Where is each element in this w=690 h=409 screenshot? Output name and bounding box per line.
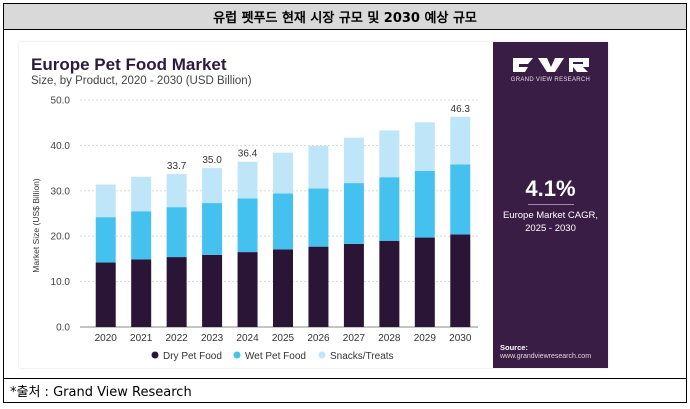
- source-url[interactable]: www.grandviewresearch.com: [500, 353, 592, 360]
- cagr-value: 4.1%: [525, 176, 576, 201]
- x-tick-label: 2021: [130, 333, 153, 344]
- legend-label: Dry Pet Food: [163, 351, 222, 362]
- data-label: 35.0: [202, 155, 222, 166]
- bar-segment-snacks: [308, 145, 329, 189]
- bar-segment-wet: [450, 164, 471, 235]
- bar-segment-wet: [343, 183, 364, 244]
- bar-segment-dry: [273, 249, 293, 327]
- bar-segment-snacks: [237, 161, 258, 199]
- bar-segment-snacks: [166, 174, 187, 208]
- x-tick-label: 2020: [95, 333, 118, 344]
- side-panel: [493, 42, 608, 368]
- source-note: *출처 : Grand View Research: [4, 378, 686, 402]
- bar-segment-dry: [95, 262, 116, 327]
- data-label: 33.7: [167, 161, 187, 172]
- x-tick-label: 2027: [343, 333, 366, 344]
- cagr-label: Europe Market CAGR, 2025 - 2030: [493, 209, 608, 235]
- bar-layer: [95, 116, 471, 327]
- x-tick-label: 2024: [236, 333, 259, 344]
- y-tick-label: 40.0: [51, 141, 71, 152]
- y-tick-label: 50.0: [51, 96, 71, 107]
- bar-segment-snacks: [414, 122, 435, 171]
- bar-segment-wet: [202, 203, 223, 255]
- y-tick-label: 0.0: [56, 323, 70, 334]
- bar-segment-dry: [450, 234, 471, 327]
- bar-segment-dry: [166, 257, 187, 327]
- y-axis-label: Market Size (US$ Billion): [31, 178, 41, 273]
- brand-name: GRAND VIEW RESEARCH: [510, 77, 591, 83]
- bar-segment-snacks: [95, 184, 116, 218]
- cagr-label-line2: 2025 - 2030: [525, 223, 576, 234]
- bar-segment-wet: [273, 193, 293, 250]
- legend-label: Snacks/Treats: [330, 351, 394, 362]
- y-tick-label: 30.0: [51, 186, 71, 197]
- label-layer: 33.7 35.0 36.4 46.3: [167, 104, 471, 172]
- bar-segment-dry: [131, 259, 152, 327]
- bar-segment-wet: [95, 217, 116, 263]
- chart-title: Europe Pet Food Market: [31, 55, 227, 74]
- bar-segment-dry: [202, 254, 223, 327]
- x-tick-label: 2026: [307, 333, 330, 344]
- bar-segment-snacks: [202, 168, 223, 204]
- bar-segment-wet: [414, 170, 435, 238]
- gvr-logo-icon: [513, 58, 589, 72]
- bar-segment-snacks: [131, 176, 152, 212]
- table-frame: 유럽 펫푸드 현재 시장 규모 및 2030 예상 규모 *출처 : Grand…: [3, 3, 687, 403]
- cagr-divider: [528, 204, 574, 205]
- legend-marker: [233, 351, 241, 359]
- x-tick-label: 2028: [378, 333, 401, 344]
- x-tick-label: 2029: [414, 333, 437, 344]
- bar-segment-snacks: [343, 137, 364, 184]
- y-tick-label: 20.0: [51, 232, 71, 243]
- data-label: 46.3: [451, 104, 471, 115]
- legend-marker: [151, 351, 159, 359]
- cagr-label-line1: Europe Market CAGR,: [502, 210, 599, 221]
- legend-layer: Dry Pet Food Wet Pet Food Snacks/Treats: [151, 351, 394, 362]
- bar-segment-wet: [166, 207, 187, 258]
- bar-segment-snacks: [450, 116, 471, 165]
- bar-segment-dry: [237, 252, 258, 327]
- bar-segment-wet: [379, 177, 400, 241]
- bar-segment-dry: [379, 240, 400, 327]
- chart-subtitle: Size, by Product, 2020 - 2030 (USD Billi…: [31, 75, 252, 87]
- x-tick-label: 2022: [166, 333, 189, 344]
- x-tick-label: 2025: [272, 333, 295, 344]
- bar-segment-wet: [308, 188, 329, 247]
- legend-label: Wet Pet Food: [245, 351, 306, 362]
- data-label: 36.4: [238, 149, 258, 160]
- bar-segment-snacks: [273, 152, 293, 194]
- source-heading: Source:: [500, 343, 528, 352]
- x-tick-label: 2023: [201, 333, 224, 344]
- bar-segment-wet: [237, 198, 258, 253]
- x-tick-label: 2030: [449, 333, 472, 344]
- bar-segment-dry: [343, 243, 364, 327]
- legend-marker: [318, 351, 326, 359]
- bar-segment-dry: [414, 237, 435, 327]
- y-tick-label: 10.0: [51, 277, 71, 288]
- bar-segment-snacks: [379, 130, 400, 178]
- bar-segment-dry: [308, 246, 329, 327]
- table-header: 유럽 펫푸드 현재 시장 규모 및 2030 예상 규모: [4, 4, 686, 30]
- bar-segment-wet: [131, 211, 152, 260]
